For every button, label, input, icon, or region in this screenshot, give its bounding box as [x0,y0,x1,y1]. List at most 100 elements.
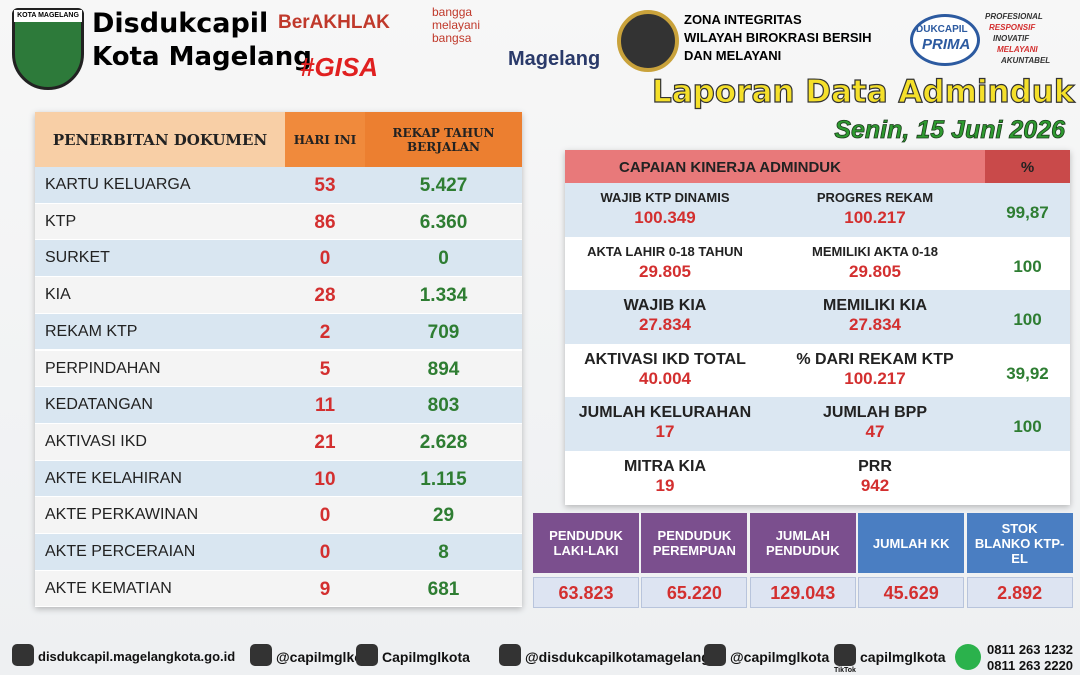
metric-label: JUMLAH BPP [822,404,927,421]
metric-label: % DARI REKAM KTP [796,350,954,368]
footer-text: @capilmglkota [276,649,376,665]
population-value: 129.043 [770,583,836,603]
metric-label: JUMLAH KELURAHAN [578,404,752,421]
population-cell [641,577,748,608]
performance-row [565,236,1070,290]
document-name: KARTU KELUARGA [45,176,191,193]
date: Senin, 15 Juni 2026 [834,116,1065,145]
footer-text: @disdukcapilkotamagelang [525,649,710,665]
prima-value: AKUNTABEL [1001,56,1051,65]
year-count: 894 [427,358,460,380]
performance-row [565,290,1070,344]
today-count: 0 [319,248,331,270]
metric-label: AKTIVASI IKD TOTAL [584,350,746,368]
population-header-text: JUMLAH KK [872,535,950,551]
footer-text: Capilmglkota [382,649,470,665]
population-header-text: JUMLAH PENDUDUK [765,528,840,558]
year-count: 6.360 [419,211,468,233]
footer-icon [834,644,856,666]
document-name: AKTE KEMATIAN [45,579,172,597]
table-row [35,203,522,241]
footer: disdukcapil.magelangkota.go.id @capilmglk… [0,640,1080,675]
documents-table: PENERBITAN DOKUMEN HARI INI REKAP TAHUN BE… [35,112,522,608]
document-name: KEDATANGAN [45,396,153,414]
header-text: PENERBITAN DOKUMEN [52,130,268,149]
document-name: REKAM KTP [45,322,138,340]
berakhlak: BerAKHLAK [278,12,390,33]
metric-value: 40.004 [639,368,691,388]
percent-value: 100 [1013,310,1042,329]
header-text: REKAP TAHUN BERJALAN [392,125,495,154]
today-count: 2 [319,321,331,343]
population-panel: PENDUDUK LAKI-LAKI 63.823 PENDUDUK PEREMPU… [533,513,1075,609]
document-name: AKTE PERKAWINAN [45,506,199,524]
table-header-cell: REKAP TAHUN BERJALAN [365,112,522,167]
performance-row [565,343,1070,397]
today-count: 53 [314,175,336,196]
metric-label: MEMILIKI KIA [823,297,927,314]
table-header-cell: HARI INI [285,112,365,167]
metric-label: PROGRES REKAM [816,190,934,205]
prima-value: RESPONSIF [989,23,1036,32]
document-name: SURKET [45,249,110,267]
year-count: 29 [432,505,455,527]
today-count: 0 [319,505,331,527]
footer-icon [704,644,726,666]
metric-value: 100.217 [844,368,906,388]
table-row [35,167,522,204]
document-name: KTP [45,212,77,230]
population-header: PENDUDUK LAKI-LAKI [533,513,639,573]
document-name: AKTE PERCERAIAN [45,543,196,560]
population-value: 65.220 [666,583,722,603]
metric-value: 17 [655,422,675,441]
population-header: JUMLAH PENDUDUK [749,513,856,573]
today-count: 5 [319,358,331,380]
metric-label: MEMILIKI AKTA 0-18 [812,243,938,259]
footer-text: capilmglkota [860,649,946,665]
metric-label: AKTA LAHIR 0-18 TAHUN [587,243,743,259]
org-name: Disdukcapil [92,8,269,39]
performance-row [565,397,1070,451]
table-row [35,313,522,351]
panel-header [565,150,985,183]
metric-value: 100.217 [844,208,906,227]
population-header-text: STOK BLANKO KTP-EL [974,520,1065,566]
footer-icon [356,644,378,666]
document-name: AKTIVASI IKD [45,432,147,450]
metric-value: 29.805 [849,261,901,281]
metric-value: 27.834 [639,315,691,334]
table-row [35,240,522,278]
prima-value: INOVATIF [993,34,1030,43]
population-cell [966,577,1073,608]
whatsapp-number: 0811 263 2220 [987,658,1074,673]
population-cell [749,577,856,608]
metric-value: 29.805 [639,261,691,281]
population-value: 63.823 [558,583,614,603]
prima-value: PROFESIONAL [985,12,1043,21]
metric-label: PRR [858,457,892,475]
metric-value: 47 [865,422,885,441]
whatsapp-number: 0811 263 1232 [987,642,1074,657]
footer-text: @capilmglkota [730,649,830,665]
table-row [35,277,522,314]
year-count: 1.334 [419,285,468,307]
year-count: 2.628 [419,431,468,453]
document-name: PERPINDAHAN [45,359,161,377]
metric-label: WAJIB KTP DINAMIS [600,190,730,205]
performance-panel: CAPAIAN KINERJA ADMINDUK% WAJIB KTP DINAM… [565,150,1070,505]
prima-text: DUKCAPIL [916,24,968,35]
today-count: 21 [314,431,336,453]
year-count: 5.427 [419,175,468,196]
table-row [35,350,522,388]
percent-value: 100 [1013,256,1042,276]
metric-value: 27.834 [849,315,901,334]
table-row [35,460,522,498]
population-header-text: PENDUDUK PEREMPUAN [652,528,736,558]
percent-header-text: % [1020,159,1035,176]
tiktok-label: TikTok [834,667,856,674]
population-cell [533,577,639,608]
year-count: 0 [438,248,449,270]
year-count: 8 [438,542,449,563]
population-header: STOK BLANKO KTP-EL [966,513,1073,573]
